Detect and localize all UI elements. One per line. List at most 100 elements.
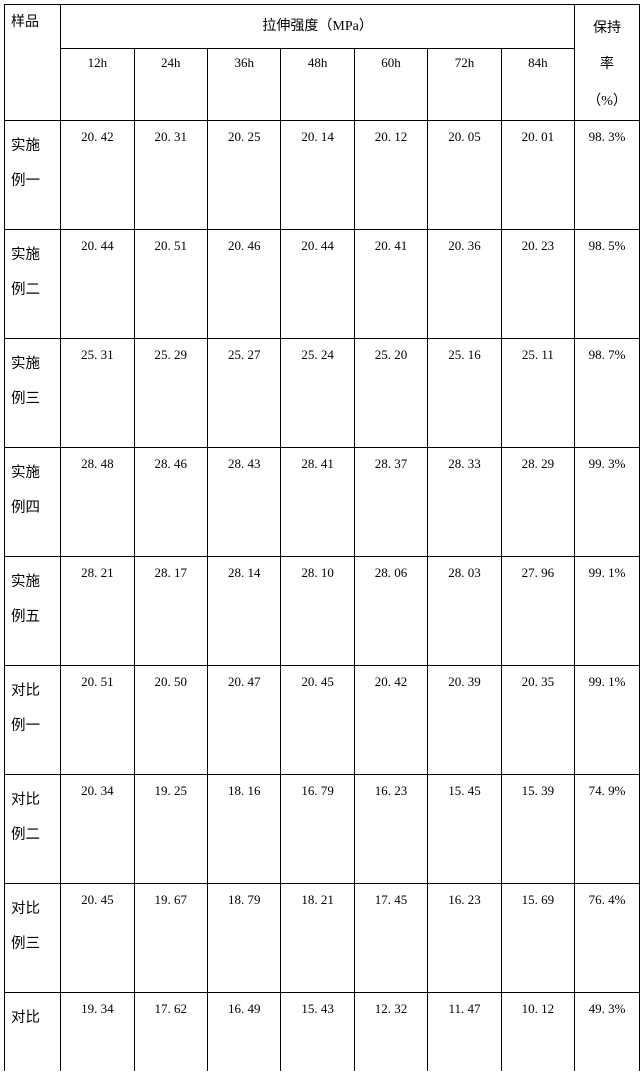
value-cell: 19. 25 <box>134 775 207 884</box>
sample-label: 实施 例四 <box>5 448 61 557</box>
value-cell: 17. 45 <box>354 884 427 993</box>
value-cell: 28. 33 <box>428 448 501 557</box>
retention-cell: 49. 3% <box>575 993 640 1072</box>
value-cell: 19. 67 <box>134 884 207 993</box>
header-sample-text: 样品 <box>11 15 39 30</box>
table-row: 实施 例三 25. 31 25. 29 25. 27 25. 24 25. 20… <box>5 339 640 448</box>
value-cell: 28. 37 <box>354 448 427 557</box>
table-row: 对比 例三 20. 45 19. 67 18. 79 18. 21 17. 45… <box>5 884 640 993</box>
value-cell: 20. 14 <box>281 121 354 230</box>
value-cell: 25. 27 <box>208 339 281 448</box>
sample-label: 实施 例二 <box>5 230 61 339</box>
value-cell: 28. 48 <box>61 448 134 557</box>
header-retention-l3: （%） <box>587 94 627 109</box>
header-time-0: 12h <box>61 48 134 120</box>
header-retention-l1: 保持 <box>593 21 621 36</box>
value-cell: 28. 14 <box>208 557 281 666</box>
header-time-2: 36h <box>208 48 281 120</box>
sample-label: 实施 例一 <box>5 121 61 230</box>
value-cell: 11. 47 <box>428 993 501 1072</box>
value-cell: 20. 44 <box>281 230 354 339</box>
retention-cell: 99. 1% <box>575 666 640 775</box>
retention-cell: 98. 5% <box>575 230 640 339</box>
value-cell: 20. 50 <box>134 666 207 775</box>
retention-cell: 98. 7% <box>575 339 640 448</box>
value-cell: 20. 42 <box>354 666 427 775</box>
value-cell: 16. 79 <box>281 775 354 884</box>
value-cell: 28. 21 <box>61 557 134 666</box>
value-cell: 25. 24 <box>281 339 354 448</box>
value-cell: 18. 79 <box>208 884 281 993</box>
header-retention-l2: 率 <box>600 57 614 72</box>
sample-label: 对比 例三 <box>5 884 61 993</box>
value-cell: 20. 47 <box>208 666 281 775</box>
sample-label: 对比 例二 <box>5 775 61 884</box>
value-cell: 20. 31 <box>134 121 207 230</box>
value-cell: 20. 23 <box>501 230 574 339</box>
value-cell: 28. 03 <box>428 557 501 666</box>
value-cell: 25. 31 <box>61 339 134 448</box>
header-tensile-text: 拉伸强度（MPa） <box>262 19 372 34</box>
retention-cell: 76. 4% <box>575 884 640 993</box>
value-cell: 28. 41 <box>281 448 354 557</box>
value-cell: 18. 21 <box>281 884 354 993</box>
sample-label: 实施 例三 <box>5 339 61 448</box>
table-body: 样品 拉伸强度（MPa） 保持 率 （%） 12h 24h 36h 48h 60… <box>5 5 640 1072</box>
value-cell: 20. 34 <box>61 775 134 884</box>
value-cell: 20. 45 <box>281 666 354 775</box>
value-cell: 28. 43 <box>208 448 281 557</box>
value-cell: 19. 34 <box>61 993 134 1072</box>
value-cell: 20. 51 <box>61 666 134 775</box>
header-time-3: 48h <box>281 48 354 120</box>
value-cell: 28. 17 <box>134 557 207 666</box>
value-cell: 15. 69 <box>501 884 574 993</box>
value-cell: 20. 05 <box>428 121 501 230</box>
retention-cell: 98. 3% <box>575 121 640 230</box>
value-cell: 16. 49 <box>208 993 281 1072</box>
value-cell: 12. 32 <box>354 993 427 1072</box>
value-cell: 20. 36 <box>428 230 501 339</box>
header-time-4: 60h <box>354 48 427 120</box>
value-cell: 25. 16 <box>428 339 501 448</box>
value-cell: 20. 12 <box>354 121 427 230</box>
value-cell: 20. 44 <box>61 230 134 339</box>
value-cell: 28. 10 <box>281 557 354 666</box>
header-row-1: 样品 拉伸强度（MPa） 保持 率 （%） <box>5 5 640 49</box>
retention-cell: 99. 1% <box>575 557 640 666</box>
header-time-5: 72h <box>428 48 501 120</box>
value-cell: 18. 16 <box>208 775 281 884</box>
sample-label: 实施 例五 <box>5 557 61 666</box>
value-cell: 15. 43 <box>281 993 354 1072</box>
value-cell: 28. 46 <box>134 448 207 557</box>
value-cell: 15. 39 <box>501 775 574 884</box>
value-cell: 20. 42 <box>61 121 134 230</box>
value-cell: 10. 12 <box>501 993 574 1072</box>
table-row: 实施 例一 20. 42 20. 31 20. 25 20. 14 20. 12… <box>5 121 640 230</box>
header-row-2: 12h 24h 36h 48h 60h 72h 84h <box>5 48 640 120</box>
header-retention: 保持 率 （%） <box>575 5 640 121</box>
data-table: 样品 拉伸强度（MPa） 保持 率 （%） 12h 24h 36h 48h 60… <box>4 4 640 1071</box>
value-cell: 25. 29 <box>134 339 207 448</box>
table-row: 实施 例二 20. 44 20. 51 20. 46 20. 44 20. 41… <box>5 230 640 339</box>
retention-cell: 99. 3% <box>575 448 640 557</box>
value-cell: 20. 35 <box>501 666 574 775</box>
header-time-6: 84h <box>501 48 574 120</box>
header-tensile: 拉伸强度（MPa） <box>61 5 575 49</box>
table-row: 对比 例二 20. 34 19. 25 18. 16 16. 79 16. 23… <box>5 775 640 884</box>
sample-label: 对比 <box>5 993 61 1072</box>
value-cell: 17. 62 <box>134 993 207 1072</box>
value-cell: 20. 01 <box>501 121 574 230</box>
table-row: 对比 19. 34 17. 62 16. 49 15. 43 12. 32 11… <box>5 993 640 1072</box>
sample-label: 对比 例一 <box>5 666 61 775</box>
value-cell: 16. 23 <box>428 884 501 993</box>
value-cell: 20. 45 <box>61 884 134 993</box>
table-row: 实施 例五 28. 21 28. 17 28. 14 28. 10 28. 06… <box>5 557 640 666</box>
value-cell: 20. 51 <box>134 230 207 339</box>
header-sample: 样品 <box>5 5 61 121</box>
value-cell: 16. 23 <box>354 775 427 884</box>
value-cell: 27. 96 <box>501 557 574 666</box>
table-row: 实施 例四 28. 48 28. 46 28. 43 28. 41 28. 37… <box>5 448 640 557</box>
value-cell: 20. 41 <box>354 230 427 339</box>
value-cell: 20. 25 <box>208 121 281 230</box>
header-time-1: 24h <box>134 48 207 120</box>
